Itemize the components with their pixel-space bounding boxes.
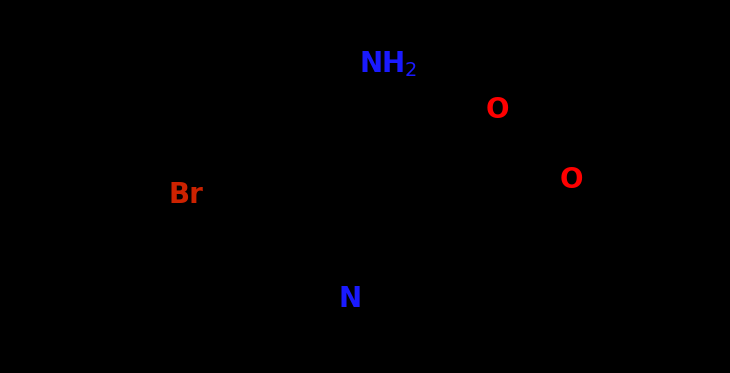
Text: Br: Br (169, 181, 204, 209)
Text: N: N (339, 285, 362, 313)
Text: O: O (485, 96, 509, 124)
Text: O: O (560, 166, 583, 194)
Text: NH$_2$: NH$_2$ (359, 50, 418, 79)
